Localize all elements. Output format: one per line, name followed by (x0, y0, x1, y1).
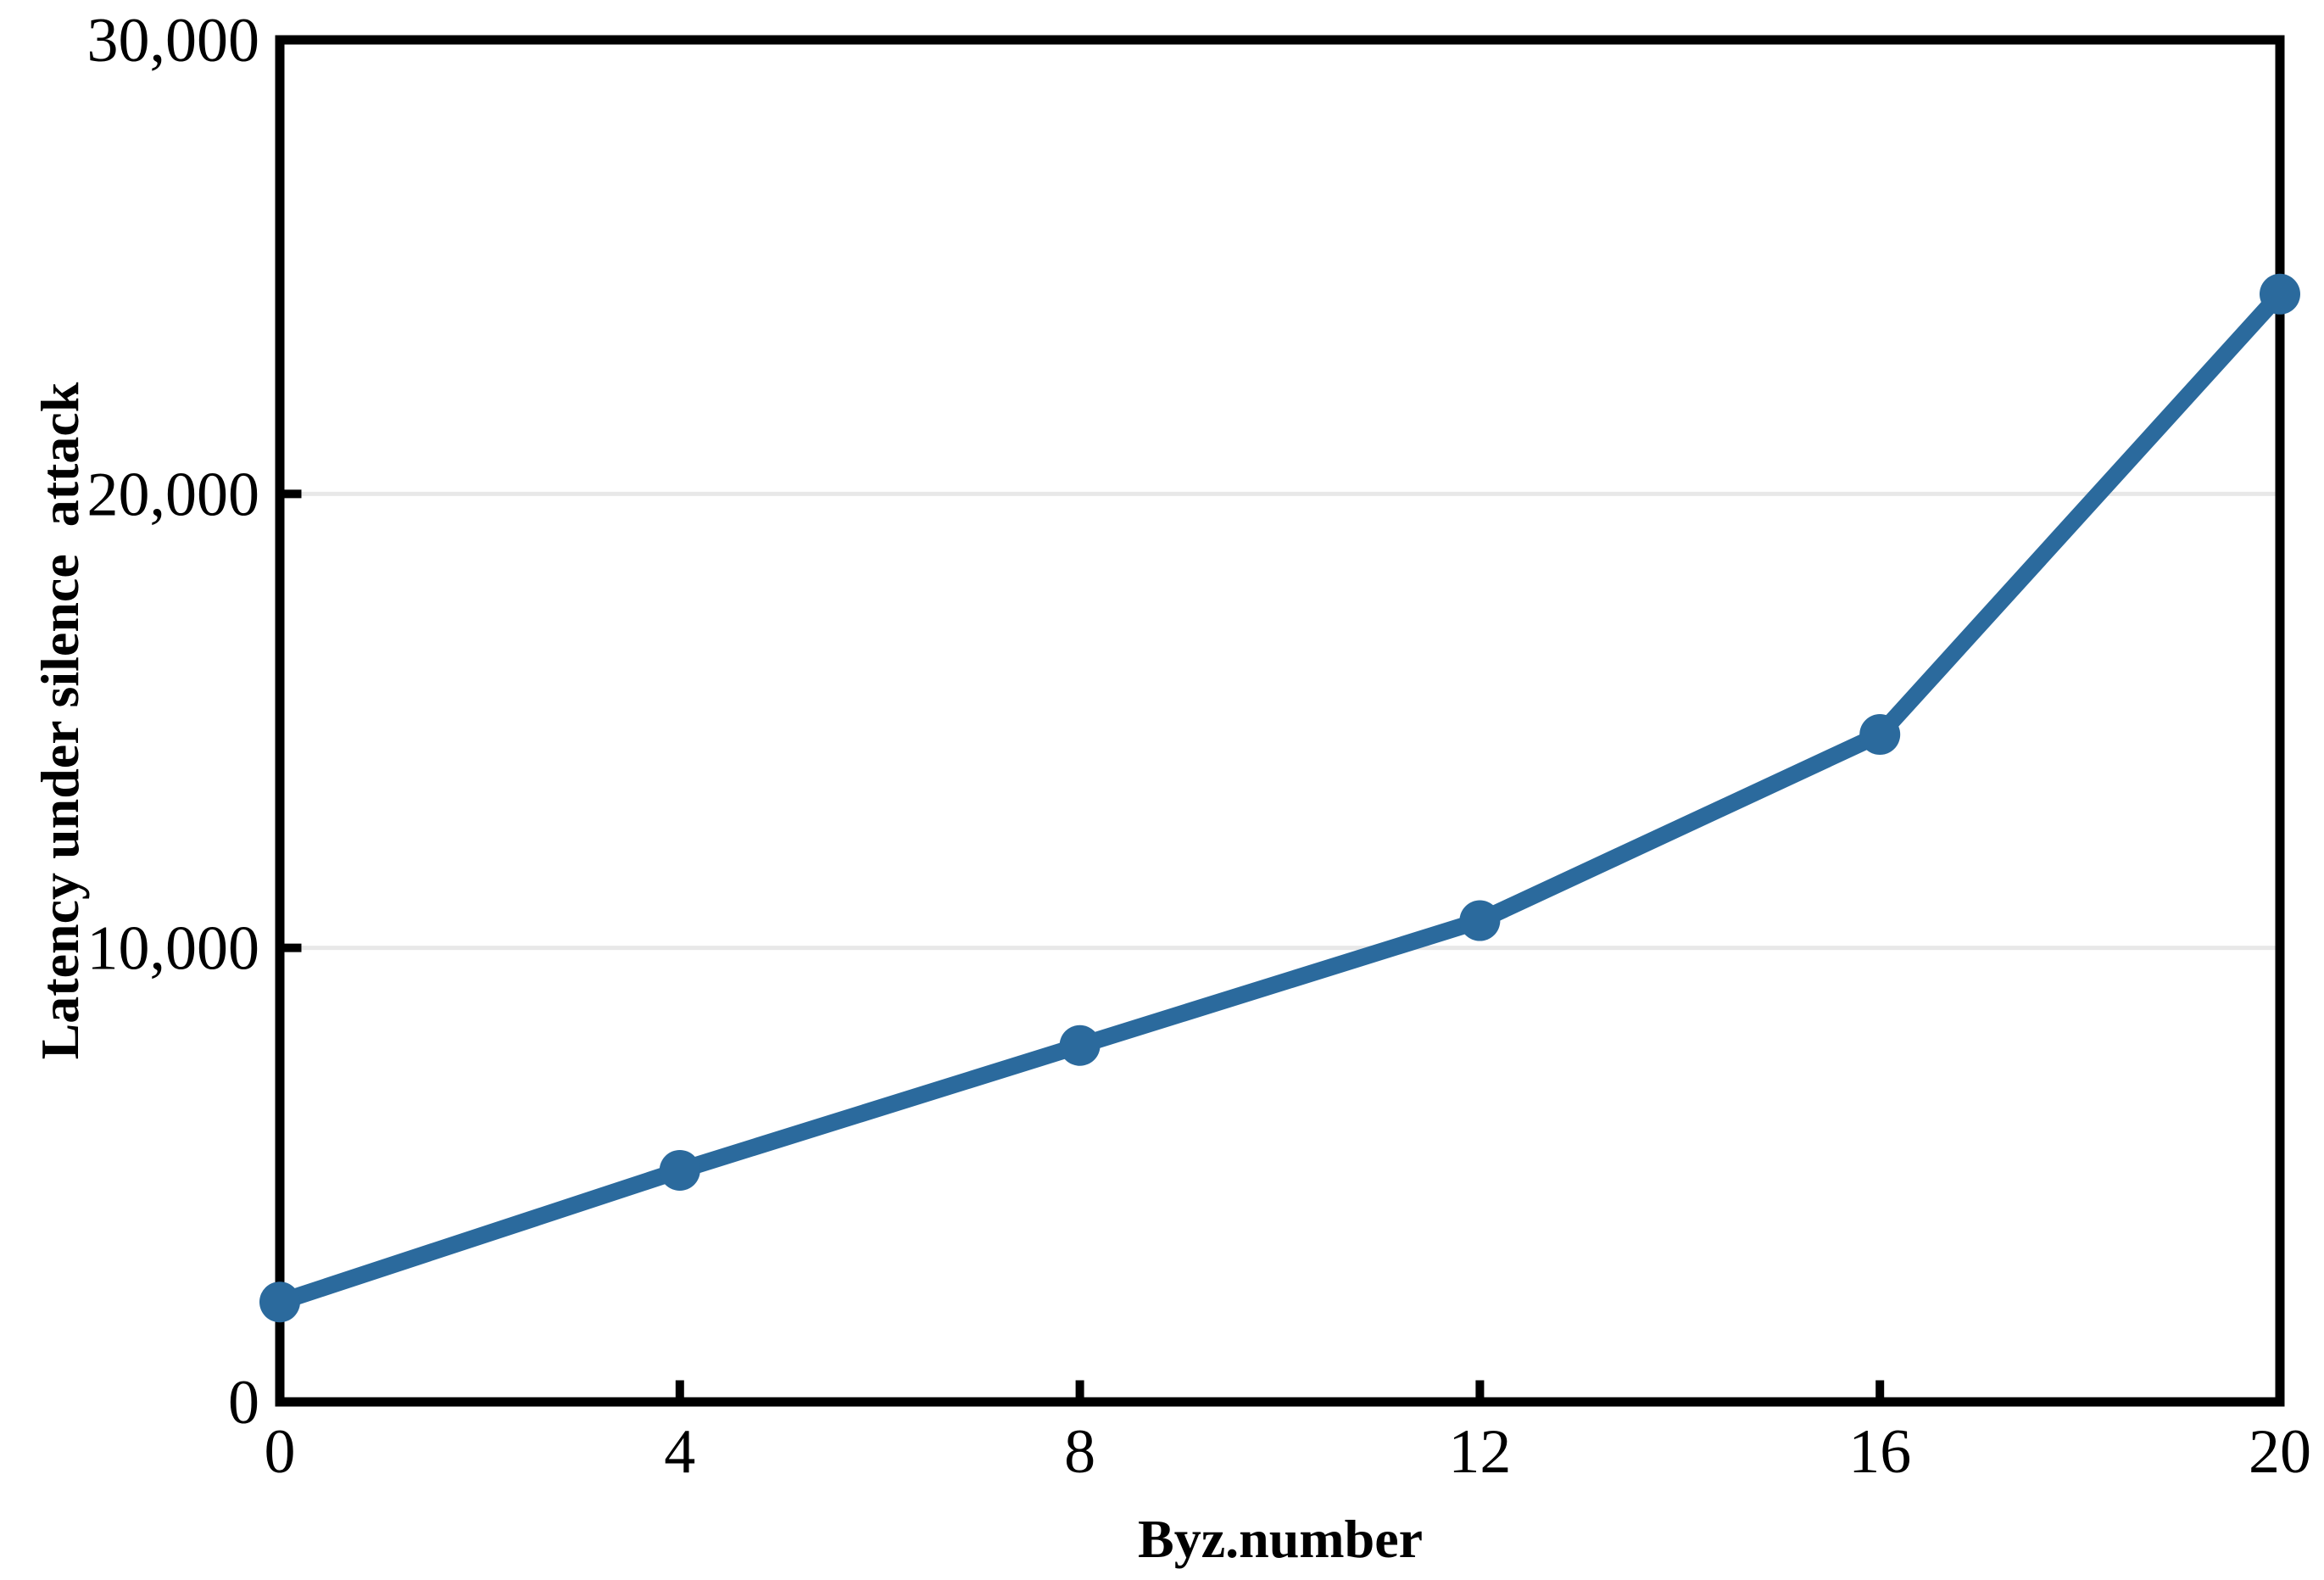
x-tick-label: 12 (1448, 1417, 1511, 1487)
x-tick-label: 8 (1064, 1417, 1095, 1487)
data-point (1859, 714, 1901, 756)
y-axis-title: Latency under silence attack (30, 382, 90, 1059)
x-axis-title: Byz.number (1138, 1509, 1423, 1569)
y-tick-label: 30,000 (87, 6, 260, 75)
y-tick-label: 10,000 (87, 914, 260, 984)
data-point (1459, 900, 1501, 941)
data-point (259, 1281, 300, 1323)
x-tick-label: 20 (2249, 1417, 2311, 1487)
x-tick-label: 0 (265, 1417, 296, 1487)
plot-border (275, 35, 2285, 1407)
data-line (276, 288, 2287, 1310)
data-point (2260, 273, 2300, 315)
data-point (1059, 1024, 1101, 1066)
x-tick-label: 4 (664, 1417, 695, 1487)
y-tick-label: 20,000 (87, 460, 260, 529)
data-point (659, 1149, 700, 1191)
x-tick-label: 16 (1848, 1417, 1911, 1487)
y-tick-label: 0 (228, 1368, 259, 1438)
